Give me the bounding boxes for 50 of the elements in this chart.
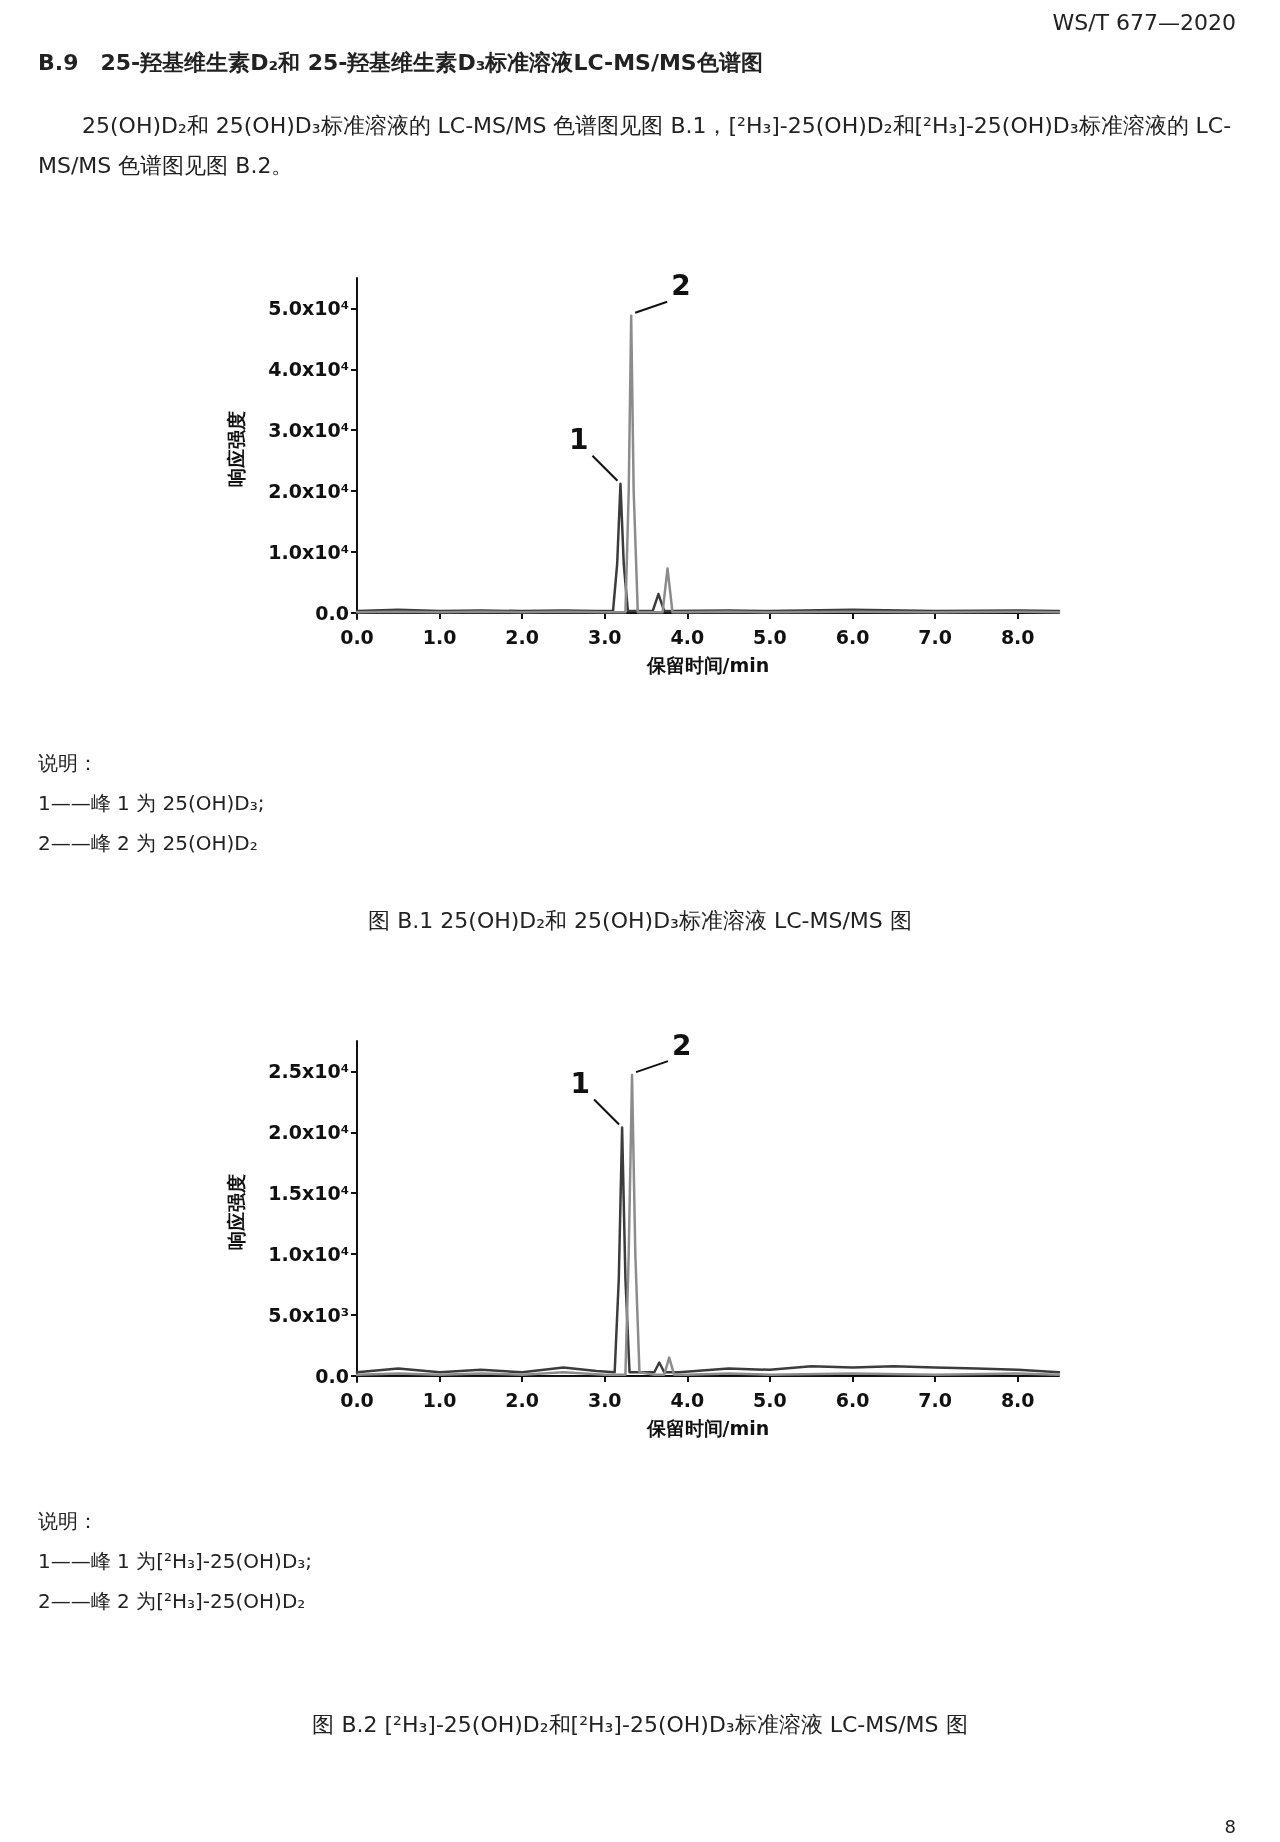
y-tick-label: 5.0x10⁴ [268, 297, 349, 320]
y-tick-label: 1.5x10⁴ [268, 1182, 349, 1205]
y-tick-label: 2.0x10⁴ [268, 1121, 349, 1144]
x-tick-label: 0.0 [340, 625, 374, 648]
x-tick-label: 4.0 [670, 1388, 705, 1411]
text: 图 B.2 [²H₃]-25(OH)D₂和[²H₃]-25(OH)D₃标准溶液 LC-MS/MS 图 [311, 1711, 969, 1739]
y-tick-label: 2.5x10⁴ [268, 1060, 349, 1083]
y-tick-label: 1.0x10⁴ [268, 541, 349, 564]
x-tick-label: 8.0 [1000, 625, 1035, 648]
y-tick-label: 2.0x10⁴ [268, 480, 349, 503]
x-axis-title: 保留时间/min [645, 1416, 770, 1439]
annotation: 2 [672, 1028, 692, 1062]
x-axis-title: 保留时间/min [645, 653, 770, 676]
x-tick-label: 3.0 [587, 1388, 622, 1411]
x-tick-label: 1.0 [422, 1388, 457, 1411]
x-tick-label: 6.0 [835, 1388, 870, 1411]
x-tick-label: 5.0 [753, 1388, 787, 1411]
y-tick-label: 0.0 [315, 1364, 349, 1387]
x-tick-label: 1.0 [422, 625, 457, 648]
text: 1——峰 1 为 25(OH)D₃; [38, 790, 265, 817]
text: 图 B.1 25(OH)D₂和 25(OH)D₃标准溶液 LC-MS/MS 图 [367, 907, 913, 935]
x-tick-label: 7.0 [918, 625, 952, 648]
y-axis-title: 响应强度 [224, 410, 247, 487]
annotation: 1 [568, 423, 589, 457]
text: 2——峰 2 为[²H₃]-25(OH)D₂ [38, 1588, 306, 1615]
x-tick-label: 7.0 [918, 1388, 952, 1411]
x-tick-label: 3.0 [587, 625, 622, 648]
x-tick-label: 8.0 [1000, 1388, 1035, 1411]
y-axis-title: 响应强度 [224, 1173, 247, 1250]
y-tick-label: 3.0x10⁴ [268, 419, 349, 442]
x-tick-label: 0.0 [340, 1388, 374, 1411]
text: 说明： [38, 1508, 98, 1535]
x-tick-label: 6.0 [835, 625, 870, 648]
text: 1——峰 1 为[²H₃]-25(OH)D₃; [38, 1548, 313, 1575]
x-tick-label: 2.0 [505, 1388, 540, 1411]
text: 2——峰 2 为 25(OH)D₂ [38, 830, 258, 857]
y-tick-label: 4.0x10⁴ [268, 358, 349, 381]
y-tick-label: 5.0x10³ [268, 1304, 349, 1327]
y-tick-label: 0.0 [315, 601, 349, 624]
text: B.9 25-羟基维生素D₂和 25-羟基维生素D₃标准溶液LC-MS/MS色谱图 [38, 49, 763, 77]
annotation: 1 [570, 1066, 591, 1100]
y-tick-label: 1.0x10⁴ [268, 1243, 349, 1266]
text: 25(OH)D₂和 25(OH)D₃标准溶液的 LC-MS/MS 色谱图见图 B.1，[²H₃]-25(OH)D₂和[²H₃]-25(OH)D₃标准溶液的 LC-MS/MS 色谱图见图 B.2。 [38, 112, 1233, 180]
x-tick-label: 2.0 [505, 625, 540, 648]
annotation: 2 [671, 269, 691, 303]
text: WS/T 677—2020 [1052, 10, 1236, 35]
text: 8 [1224, 1816, 1236, 1837]
text: 说明： [38, 750, 98, 777]
x-tick-label: 4.0 [670, 625, 705, 648]
x-tick-label: 5.0 [753, 625, 787, 648]
